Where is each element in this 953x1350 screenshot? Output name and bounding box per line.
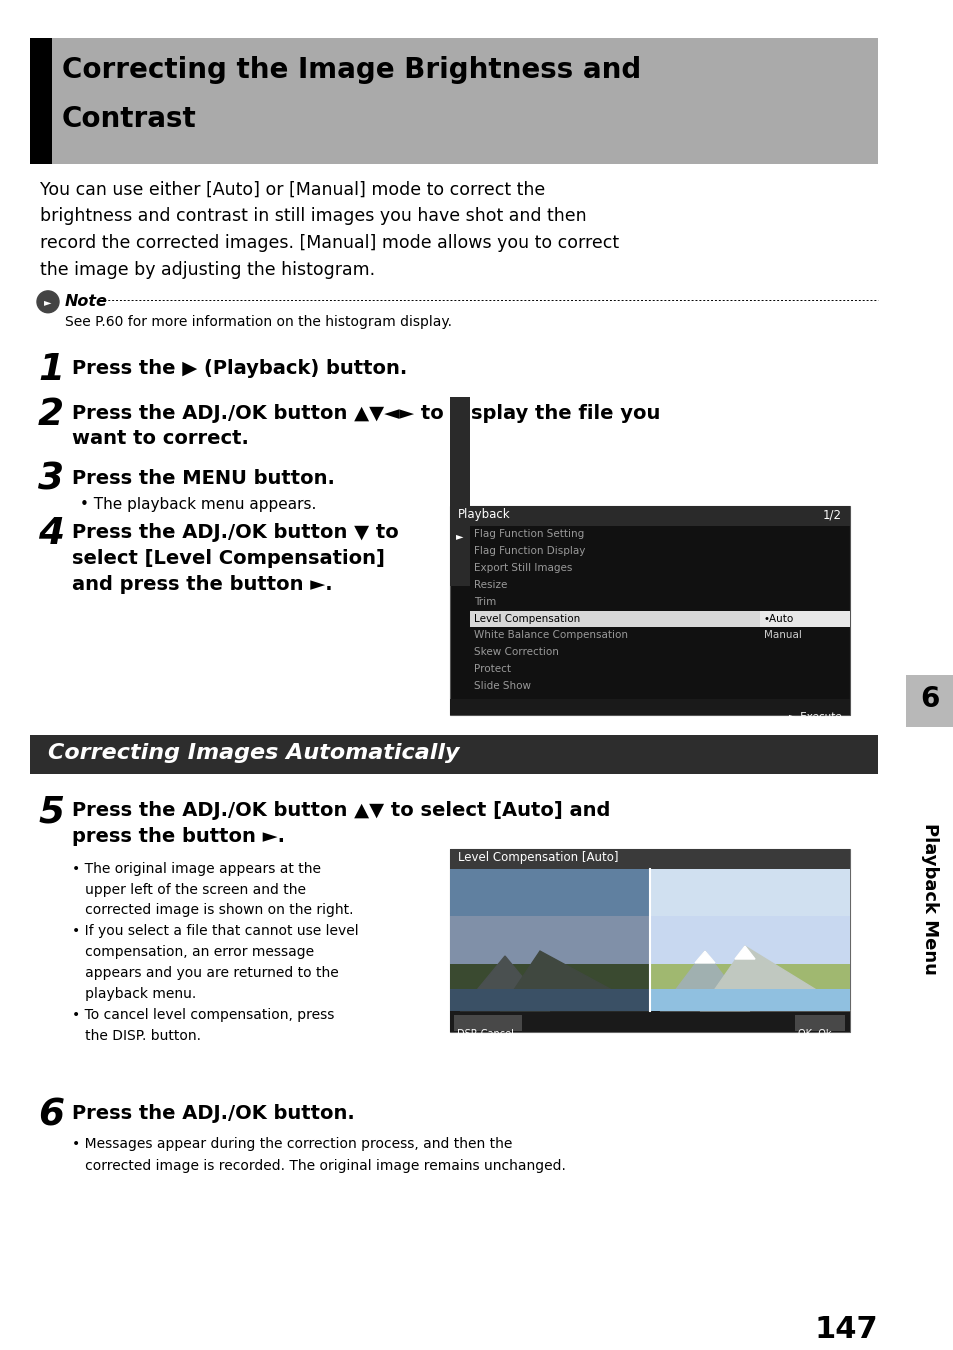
Text: Flag Function Setting: Flag Function Setting: [474, 529, 583, 539]
Bar: [905, 675, 953, 726]
Text: You can use either [Auto] or [Manual] mode to correct the: You can use either [Auto] or [Manual] mo…: [40, 181, 545, 198]
Bar: [450, 988, 649, 1011]
Text: corrected image is recorded. The original image remains unchanged.: corrected image is recorded. The origina…: [71, 1158, 565, 1173]
Text: • Messages appear during the correction process, and then the: • Messages appear during the correction …: [71, 1137, 512, 1150]
Text: Manual: Manual: [763, 630, 801, 640]
Text: Level Compensation: Level Compensation: [474, 613, 579, 624]
Text: corrected image is shown on the right.: corrected image is shown on the right.: [71, 903, 354, 918]
Text: 1: 1: [38, 352, 64, 389]
Bar: [450, 964, 649, 1011]
Polygon shape: [499, 952, 649, 1011]
Bar: [649, 964, 849, 1011]
Text: Resize: Resize: [474, 579, 507, 590]
Text: Correcting Images Automatically: Correcting Images Automatically: [48, 743, 459, 763]
Text: select [Level Compensation]: select [Level Compensation]: [71, 549, 384, 568]
Text: the DISP. button.: the DISP. button.: [71, 1029, 201, 1042]
Text: See P.60 for more information on the histogram display.: See P.60 for more information on the his…: [65, 315, 452, 328]
Text: press the button ►.: press the button ►.: [71, 828, 285, 846]
Polygon shape: [734, 946, 754, 958]
Text: Playback Menu: Playback Menu: [920, 822, 938, 975]
Bar: [450, 868, 649, 1011]
Text: Flag Function Display: Flag Function Display: [474, 545, 585, 556]
Bar: [649, 868, 849, 1011]
Text: playback menu.: playback menu.: [71, 987, 196, 1000]
Bar: [30, 734, 877, 775]
Text: want to correct.: want to correct.: [71, 429, 249, 448]
Text: 6: 6: [38, 1098, 64, 1133]
Bar: [450, 849, 849, 868]
Bar: [450, 1011, 849, 1033]
Text: brightness and contrast in still images you have shot and then: brightness and contrast in still images …: [40, 208, 586, 225]
Text: Export Still Images: Export Still Images: [474, 563, 572, 572]
Text: Correcting the Image Brightness and: Correcting the Image Brightness and: [62, 55, 640, 84]
Text: • The original image appears at the: • The original image appears at the: [71, 861, 320, 876]
Bar: [450, 699, 849, 714]
Text: ►: ►: [456, 531, 463, 541]
Bar: [450, 506, 849, 714]
Text: Press the ▶ (Playback) button.: Press the ▶ (Playback) button.: [71, 359, 407, 378]
Text: White Balance Compensation: White Balance Compensation: [474, 630, 627, 640]
Bar: [30, 38, 52, 163]
Bar: [450, 849, 849, 1033]
Text: compensation, an error message: compensation, an error message: [71, 945, 314, 958]
Bar: [649, 917, 849, 1011]
Text: • To cancel level compensation, press: • To cancel level compensation, press: [71, 1007, 334, 1022]
Bar: [794, 1015, 844, 1030]
Text: Contrast: Contrast: [62, 105, 196, 134]
Text: 4: 4: [38, 516, 64, 552]
Text: 3: 3: [38, 462, 64, 498]
Text: 6: 6: [920, 684, 939, 713]
Text: • The playback menu appears.: • The playback menu appears.: [80, 497, 316, 513]
Text: Note: Note: [65, 294, 108, 309]
Text: • If you select a file that cannot use level: • If you select a file that cannot use l…: [71, 925, 358, 938]
Text: Playback: Playback: [457, 509, 510, 521]
Polygon shape: [459, 956, 550, 1011]
Text: appears and you are returned to the: appears and you are returned to the: [71, 967, 338, 980]
Polygon shape: [659, 952, 749, 1011]
Circle shape: [37, 290, 59, 313]
Bar: [450, 917, 649, 1011]
Text: the image by adjusting the histogram.: the image by adjusting the histogram.: [40, 261, 375, 279]
Bar: [649, 988, 849, 1011]
Text: OK  Ok: OK Ok: [797, 1029, 831, 1038]
Text: Press the ADJ./OK button ▼ to: Press the ADJ./OK button ▼ to: [71, 524, 398, 543]
Text: Trim: Trim: [474, 597, 496, 606]
Text: Press the ADJ./OK button.: Press the ADJ./OK button.: [71, 1104, 355, 1123]
Text: 5: 5: [38, 794, 64, 830]
Text: record the corrected images. [Manual] mode allows you to correct: record the corrected images. [Manual] mo…: [40, 235, 618, 252]
Bar: [454, 1015, 521, 1030]
Bar: [450, 397, 470, 586]
Text: ►: ►: [44, 297, 51, 306]
Text: •Auto: •Auto: [763, 613, 794, 624]
Text: 2: 2: [38, 397, 64, 433]
Text: 147: 147: [814, 1315, 877, 1345]
Text: ► Execute: ► Execute: [788, 711, 841, 722]
Bar: [760, 610, 849, 628]
Bar: [30, 38, 877, 163]
Text: Press the ADJ./OK button ▲▼◄► to display the file you: Press the ADJ./OK button ▲▼◄► to display…: [71, 404, 659, 423]
Text: Protect: Protect: [474, 664, 511, 674]
Text: Slide Show: Slide Show: [474, 680, 531, 691]
Text: DSR Cancel: DSR Cancel: [456, 1029, 514, 1038]
Polygon shape: [695, 952, 714, 963]
Text: Level Compensation [Auto]: Level Compensation [Auto]: [457, 850, 618, 864]
Text: Press the ADJ./OK button ▲▼ to select [Auto] and: Press the ADJ./OK button ▲▼ to select [A…: [71, 801, 610, 821]
Polygon shape: [700, 946, 849, 1011]
Text: 1/2: 1/2: [822, 509, 841, 521]
Text: and press the button ►.: and press the button ►.: [71, 575, 333, 594]
Text: Press the MENU button.: Press the MENU button.: [71, 468, 335, 487]
Text: Skew Correction: Skew Correction: [474, 647, 558, 657]
Bar: [450, 506, 849, 526]
Bar: [470, 610, 760, 628]
Text: upper left of the screen and the: upper left of the screen and the: [71, 883, 306, 896]
